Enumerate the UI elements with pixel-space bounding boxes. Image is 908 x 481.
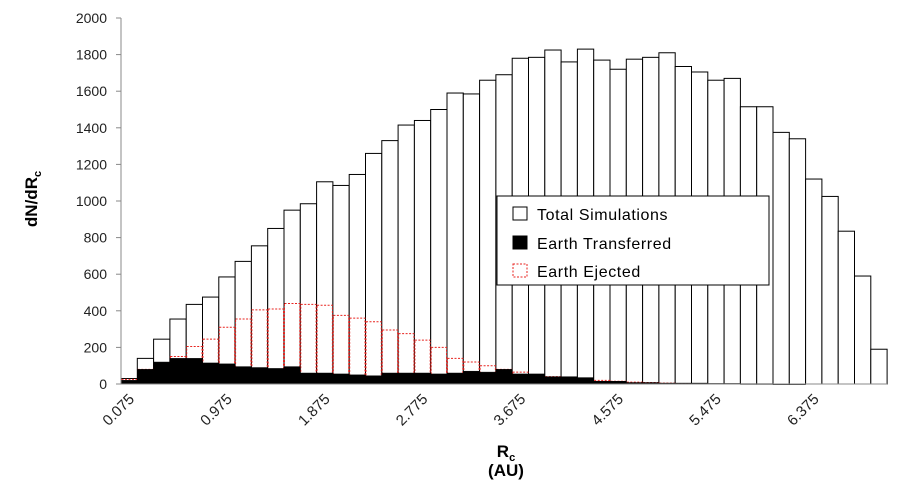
bar-earth-transferred xyxy=(430,373,448,385)
x-tick-labels: 0.075 0.975 1.875 2.775 3.675 4.575 5.475 6.375 xyxy=(99,391,822,430)
bar-earth-transferred xyxy=(397,372,415,385)
x-tick-label: 5.475 xyxy=(686,391,725,430)
legend-label-total: Total Simulations xyxy=(537,207,668,224)
bar-earth-transferred xyxy=(153,361,171,385)
bar-earth-ejected xyxy=(267,308,285,385)
bar-total-simulations xyxy=(821,195,839,385)
x-axis-units: (AU) xyxy=(488,461,524,480)
bar-earth-transferred xyxy=(316,372,334,385)
legend-label-transferred: Earth Transferred xyxy=(537,236,672,253)
legend: Total Simulations Earth Transferred Eart… xyxy=(496,195,770,286)
bar-total-simulations xyxy=(854,275,872,385)
bar-earth-transferred xyxy=(348,374,366,385)
x-tick-label: 3.675 xyxy=(491,391,530,430)
total-simulations-bars xyxy=(120,48,888,385)
bar-earth-transferred xyxy=(202,362,220,385)
bar-total-simulations xyxy=(234,260,252,385)
legend-swatch-total xyxy=(512,206,528,221)
bar-earth-transferred xyxy=(300,372,317,385)
bar-total-simulations xyxy=(397,124,415,385)
bar-earth-transferred xyxy=(137,369,154,385)
y-tick-label: 2000 xyxy=(76,10,107,26)
y-tick-label: 400 xyxy=(84,303,108,319)
bar-total-simulations xyxy=(805,178,823,385)
bar-earth-transferred xyxy=(414,372,431,385)
x-tick-label: 2.775 xyxy=(393,391,432,430)
bar-earth-transferred xyxy=(446,372,464,385)
legend-box xyxy=(496,195,770,286)
y-tick-label: 1200 xyxy=(76,156,107,172)
bar-total-simulations xyxy=(283,209,301,385)
y-tick-label: 200 xyxy=(84,339,108,355)
y-tick-label: 1800 xyxy=(76,47,107,63)
y-tick-label: 1600 xyxy=(76,83,107,99)
y-tick-label: 0 xyxy=(99,376,107,392)
x-axis-title-subscript: c xyxy=(509,452,515,464)
bar-earth-transferred xyxy=(120,380,138,385)
bar-total-simulations xyxy=(316,181,334,385)
bar-earth-transferred xyxy=(528,373,546,385)
bar-total-simulations xyxy=(250,245,269,385)
y-tick-label: 600 xyxy=(84,266,108,282)
y-axis-title: dN/dRc xyxy=(22,171,44,227)
bar-earth-transferred xyxy=(544,376,562,385)
bar-total-simulations xyxy=(348,173,367,385)
legend-label-ejected: Earth Ejected xyxy=(537,264,641,281)
x-tick-label: 6.375 xyxy=(784,391,823,430)
bar-total-simulations xyxy=(381,140,399,385)
bar-earth-transferred xyxy=(495,369,513,385)
y-axis-title-subscript: c xyxy=(32,171,44,177)
bar-total-simulations xyxy=(365,152,383,385)
bar-earth-transferred xyxy=(169,358,187,385)
y-tick-label: 1000 xyxy=(76,193,107,209)
legend-swatch-ejected xyxy=(512,263,528,278)
bar-earth-transferred xyxy=(234,366,252,385)
bar-earth-transferred xyxy=(577,377,594,385)
y-tick-labels: 0 200 400 600 800 1000 1200 1400 1600 1800 2000 xyxy=(76,10,107,392)
bar-earth-ejected xyxy=(218,326,236,385)
bar-earth-transferred xyxy=(185,358,203,385)
bar-earth-transferred xyxy=(332,373,350,385)
bar-earth-ejected xyxy=(381,329,399,385)
bar-earth-transferred xyxy=(251,367,268,385)
x-tick-label: 0.975 xyxy=(197,391,236,430)
bar-earth-ejected xyxy=(447,357,464,385)
bar-earth-transferred xyxy=(479,371,497,385)
bar-earth-ejected xyxy=(479,365,496,385)
y-axis-title-main: dN/dR xyxy=(22,177,41,227)
x-axis-title: Rc xyxy=(497,442,515,464)
bar-total-simulations xyxy=(462,93,481,385)
bar-total-simulations xyxy=(332,184,350,385)
axes xyxy=(116,17,888,385)
bar-total-simulations xyxy=(413,119,432,385)
x-tick-label: 0.075 xyxy=(99,391,138,430)
y-tick-label: 1400 xyxy=(76,120,107,136)
bar-earth-transferred xyxy=(463,370,480,385)
bar-earth-ejected xyxy=(398,333,415,385)
bar-total-simulations xyxy=(430,109,448,385)
bar-total-simulations xyxy=(837,230,856,385)
bar-total-simulations xyxy=(788,138,807,385)
x-axis-title-main: R xyxy=(497,442,509,461)
bar-earth-transferred xyxy=(511,373,529,385)
bar-total-simulations xyxy=(479,79,497,385)
bar-total-simulations xyxy=(772,131,790,385)
y-tick-label: 800 xyxy=(84,230,108,246)
bar-earth-transferred xyxy=(365,375,383,385)
bar-earth-ejected xyxy=(251,309,268,385)
bar-total-simulations xyxy=(267,227,285,385)
bar-total-simulations xyxy=(299,203,318,385)
x-tick-label: 4.575 xyxy=(588,391,627,430)
x-tick-label: 1.875 xyxy=(295,391,334,430)
bar-total-simulations xyxy=(870,348,888,385)
legend-swatch-transferred xyxy=(512,235,528,250)
bar-earth-transferred xyxy=(283,366,301,385)
bar-earth-transferred xyxy=(218,363,236,385)
bar-earth-transferred xyxy=(267,368,285,385)
bar-earth-transferred xyxy=(381,372,399,385)
bar-earth-transferred xyxy=(560,376,578,385)
bar-total-simulations xyxy=(446,92,464,385)
